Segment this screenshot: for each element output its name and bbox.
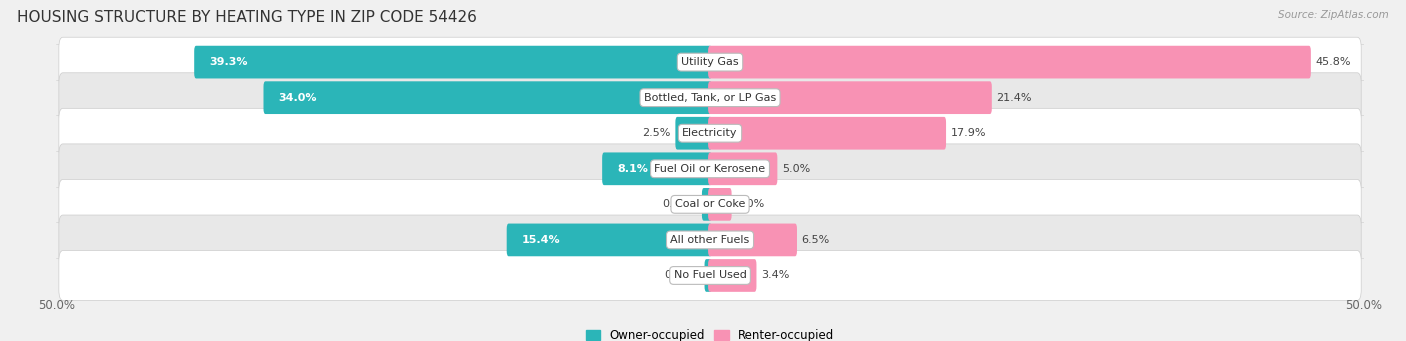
- FancyBboxPatch shape: [59, 37, 1361, 87]
- FancyBboxPatch shape: [709, 152, 778, 185]
- Text: 0.27%: 0.27%: [665, 270, 700, 281]
- Text: 21.4%: 21.4%: [997, 93, 1032, 103]
- FancyBboxPatch shape: [506, 224, 711, 256]
- Text: 2.5%: 2.5%: [643, 128, 671, 138]
- Text: 0.47%: 0.47%: [662, 199, 697, 209]
- FancyBboxPatch shape: [702, 188, 711, 221]
- Text: 17.9%: 17.9%: [950, 128, 986, 138]
- FancyBboxPatch shape: [704, 259, 711, 292]
- FancyBboxPatch shape: [263, 81, 711, 114]
- Text: 39.3%: 39.3%: [209, 57, 247, 67]
- Text: 5.0%: 5.0%: [782, 164, 810, 174]
- FancyBboxPatch shape: [59, 215, 1361, 265]
- FancyBboxPatch shape: [709, 188, 731, 221]
- Text: 6.5%: 6.5%: [801, 235, 830, 245]
- Text: Electricity: Electricity: [682, 128, 738, 138]
- Text: 34.0%: 34.0%: [278, 93, 316, 103]
- FancyBboxPatch shape: [194, 46, 711, 78]
- Text: 45.8%: 45.8%: [1316, 57, 1351, 67]
- Text: Fuel Oil or Kerosene: Fuel Oil or Kerosene: [654, 164, 766, 174]
- FancyBboxPatch shape: [59, 179, 1361, 229]
- FancyBboxPatch shape: [675, 117, 711, 150]
- FancyBboxPatch shape: [709, 81, 991, 114]
- Text: HOUSING STRUCTURE BY HEATING TYPE IN ZIP CODE 54426: HOUSING STRUCTURE BY HEATING TYPE IN ZIP…: [17, 10, 477, 25]
- Text: 3.4%: 3.4%: [761, 270, 789, 281]
- FancyBboxPatch shape: [59, 144, 1361, 194]
- FancyBboxPatch shape: [709, 117, 946, 150]
- Text: 0.0%: 0.0%: [737, 199, 765, 209]
- Text: All other Fuels: All other Fuels: [671, 235, 749, 245]
- FancyBboxPatch shape: [709, 46, 1310, 78]
- FancyBboxPatch shape: [709, 259, 756, 292]
- Text: 8.1%: 8.1%: [617, 164, 648, 174]
- Text: Source: ZipAtlas.com: Source: ZipAtlas.com: [1278, 10, 1389, 20]
- FancyBboxPatch shape: [709, 224, 797, 256]
- Text: No Fuel Used: No Fuel Used: [673, 270, 747, 281]
- FancyBboxPatch shape: [59, 108, 1361, 158]
- FancyBboxPatch shape: [59, 251, 1361, 300]
- FancyBboxPatch shape: [602, 152, 711, 185]
- Text: Utility Gas: Utility Gas: [682, 57, 738, 67]
- Text: Bottled, Tank, or LP Gas: Bottled, Tank, or LP Gas: [644, 93, 776, 103]
- FancyBboxPatch shape: [59, 73, 1361, 122]
- Legend: Owner-occupied, Renter-occupied: Owner-occupied, Renter-occupied: [586, 329, 834, 341]
- Text: Coal or Coke: Coal or Coke: [675, 199, 745, 209]
- Text: 15.4%: 15.4%: [522, 235, 561, 245]
